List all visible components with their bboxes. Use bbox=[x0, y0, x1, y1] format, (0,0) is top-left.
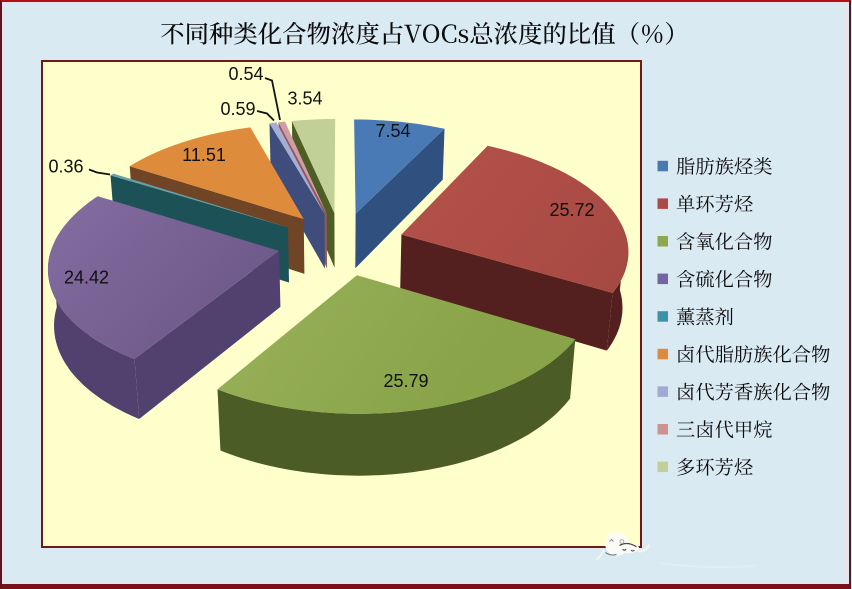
svg-text:0.36: 0.36 bbox=[48, 157, 83, 177]
svg-text:25.79: 25.79 bbox=[383, 371, 428, 391]
svg-text:7.54: 7.54 bbox=[375, 121, 410, 141]
svg-text:11.51: 11.51 bbox=[182, 145, 226, 165]
svg-text:0.54: 0.54 bbox=[228, 64, 263, 84]
svg-text:0.59: 0.59 bbox=[220, 99, 255, 119]
svg-text:24.42: 24.42 bbox=[64, 268, 109, 288]
svg-text:25.72: 25.72 bbox=[549, 200, 594, 220]
svg-text:3.54: 3.54 bbox=[287, 89, 322, 109]
